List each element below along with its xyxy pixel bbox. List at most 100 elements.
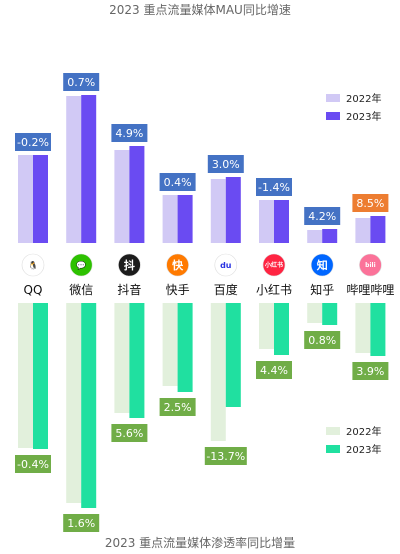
legend-swatch-2022 xyxy=(326,427,340,435)
bar-penetration-2023 xyxy=(177,303,193,392)
bar-mau-2023 xyxy=(370,216,386,243)
bar-penetration-2022 xyxy=(259,303,274,349)
legend-label-2022: 2022年 xyxy=(346,425,381,438)
bar-penetration-2023 xyxy=(225,303,241,407)
category-icons: 🐧 💬 抖 快 du 小红书 知 bili xyxy=(21,253,382,277)
label-text: 3.0% xyxy=(212,158,240,171)
bar-mau-2022 xyxy=(210,179,226,243)
legend-swatch-2022 xyxy=(326,94,340,102)
bar-penetration-2022 xyxy=(66,303,82,503)
icon-badge xyxy=(214,253,238,277)
bar-penetration-2023 xyxy=(33,303,48,449)
category-label: 知乎 xyxy=(310,283,334,297)
penetration-change-label: 4.4% xyxy=(256,361,292,379)
icon-glyph: 知 xyxy=(316,258,328,272)
category-label: 小红书 xyxy=(256,282,292,297)
label-text: 4.4% xyxy=(260,364,288,377)
icon-glyph: du xyxy=(220,261,232,270)
bar-mau-2023 xyxy=(177,195,193,243)
bar-mau-2023 xyxy=(33,155,48,243)
bar-mau-2023 xyxy=(81,95,97,243)
label-background xyxy=(111,424,148,442)
icon-badge xyxy=(166,253,189,277)
wechat-icon: 💬 xyxy=(69,253,93,277)
icon-badge xyxy=(118,253,141,277)
label-background xyxy=(63,73,100,91)
bar-penetration-2023 xyxy=(81,303,97,508)
label-background xyxy=(256,361,292,379)
bar-mau-2022 xyxy=(114,150,130,243)
penetration-change-label: -13.7% xyxy=(204,447,247,465)
label-background xyxy=(15,133,51,151)
top-bars-group: -0.2% 0.7% 4.9% 0.4% 3.0% -1.4% 4.2% 8.5% xyxy=(15,73,389,243)
top-legend: 2022年 2023年 xyxy=(326,92,381,123)
bar-mau-2022 xyxy=(18,155,33,243)
label-background xyxy=(204,447,247,465)
bar-mau-2022 xyxy=(307,230,323,243)
bar-penetration-2022 xyxy=(355,303,371,353)
legend-swatch-2023 xyxy=(326,445,340,453)
icon-glyph: 🐧 xyxy=(28,260,38,270)
bar-penetration-2023 xyxy=(370,303,386,356)
icon-glyph: 抖 xyxy=(124,258,135,272)
label-text: 0.4% xyxy=(164,176,192,189)
legend-swatch-2023 xyxy=(326,112,340,120)
label-text: 3.9% xyxy=(356,365,384,378)
category-label: 微信 xyxy=(69,283,93,297)
bottom-legend: 2022年 2023年 xyxy=(326,425,381,456)
label-text: 4.9% xyxy=(115,127,143,140)
penetration-change-label: 2.5% xyxy=(159,398,196,416)
label-background xyxy=(256,178,292,196)
category-label: 哔哩哔哩 xyxy=(346,283,394,297)
legend-label-2023: 2023年 xyxy=(346,110,381,123)
label-background xyxy=(159,173,196,191)
penetration-change-label: 5.6% xyxy=(111,424,148,442)
top-chart-title: 2023 重点流量媒体MAU同比增速 xyxy=(109,3,291,17)
label-text: 4.2% xyxy=(308,210,336,223)
bar-penetration-2022 xyxy=(210,303,226,441)
label-text: 2.5% xyxy=(164,401,192,414)
label-text: -1.4% xyxy=(258,181,290,194)
bar-mau-2022 xyxy=(162,195,178,243)
label-text: -13.7% xyxy=(206,450,245,463)
icon-badge xyxy=(69,253,93,277)
icon-glyph: 💬 xyxy=(76,260,86,270)
bar-mau-2023 xyxy=(129,146,145,243)
bar-penetration-2022 xyxy=(307,303,323,323)
label-text: 8.5% xyxy=(356,197,384,210)
mau-growth-label: 4.9% xyxy=(111,124,148,142)
baidu-icon: du xyxy=(214,253,238,277)
label-text: 0.7% xyxy=(67,76,95,89)
label-background xyxy=(63,514,100,532)
label-text: 5.6% xyxy=(115,427,143,440)
label-background xyxy=(111,124,148,142)
douyin-icon: 抖 xyxy=(118,253,141,277)
bar-penetration-2022 xyxy=(18,303,33,448)
icon-glyph: 小红书 xyxy=(264,261,283,269)
zhihu-icon: 知 xyxy=(310,253,334,277)
label-background xyxy=(304,207,341,225)
mau-growth-label: 3.0% xyxy=(207,155,244,173)
bottom-bars-group: -0.4% 1.6% 5.6% 2.5% -13.7% 4.4% 0.8% 3.9% xyxy=(15,303,389,532)
xiaohongshu-icon: 小红书 xyxy=(262,253,286,277)
label-text: 1.6% xyxy=(67,517,95,530)
bar-penetration-2023 xyxy=(274,303,289,355)
label-background xyxy=(304,331,341,349)
penetration-change-label: 1.6% xyxy=(63,514,100,532)
bar-penetration-2023 xyxy=(129,303,145,418)
category-label: 百度 xyxy=(214,282,238,297)
label-background xyxy=(159,398,196,416)
mau-growth-label: 4.2% xyxy=(304,207,341,225)
penetration-change-label: 0.8% xyxy=(304,331,341,349)
mau-growth-label: -1.4% xyxy=(256,178,292,196)
label-background xyxy=(207,155,244,173)
icon-glyph: 快 xyxy=(171,258,184,272)
bar-penetration-2022 xyxy=(162,303,178,386)
mau-growth-label: 0.7% xyxy=(63,73,100,91)
bar-mau-2022 xyxy=(66,96,82,243)
bar-mau-2023 xyxy=(322,229,338,243)
mau-growth-label: 8.5% xyxy=(352,194,389,212)
bar-penetration-2023 xyxy=(322,303,338,325)
